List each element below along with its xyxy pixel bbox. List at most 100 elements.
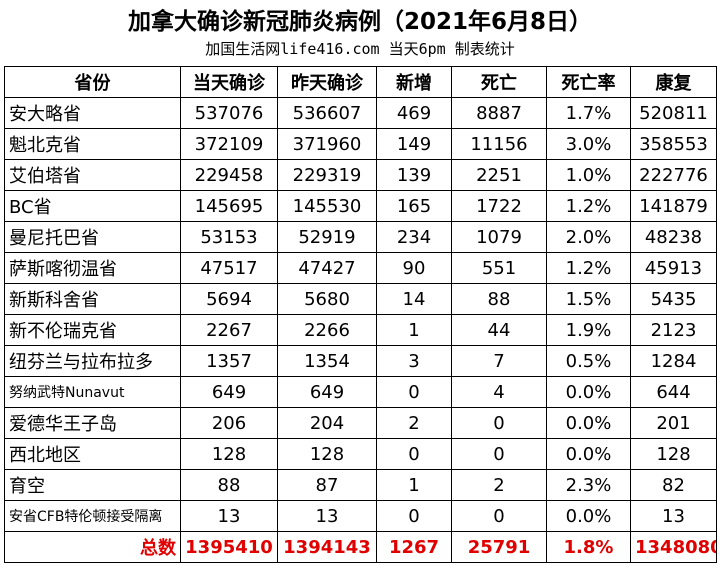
cell: 229458 xyxy=(180,159,278,191)
cell: 0 xyxy=(376,438,452,470)
cell: 5435 xyxy=(630,283,717,315)
cell: 87 xyxy=(277,469,377,501)
cell: 2123 xyxy=(630,314,717,346)
row-label: 萨斯喀彻温省 xyxy=(4,252,181,284)
cell: 47517 xyxy=(180,252,278,284)
cell: 13 xyxy=(180,500,278,532)
cell: 1.2% xyxy=(546,190,631,222)
table-row: 西北地区 128 128 0 0 0.0% 128 xyxy=(4,438,717,470)
cell: 372109 xyxy=(180,128,278,160)
cell: 139 xyxy=(376,159,452,191)
cell: 88 xyxy=(451,283,547,315)
cell: 128 xyxy=(277,438,377,470)
cell: 1.2% xyxy=(546,252,631,284)
table-row: 魁北克省 372109 371960 149 11156 3.0% 358553 xyxy=(4,128,717,160)
row-label: 总数 xyxy=(4,531,181,563)
cell: 5694 xyxy=(180,283,278,315)
cell: 2.3% xyxy=(546,469,631,501)
cell: 537076 xyxy=(180,97,278,129)
cell: 0.0% xyxy=(546,376,631,408)
table-row: 新不伦瑞克省 2267 2266 1 44 1.9% 2123 xyxy=(4,314,717,346)
cell: 0 xyxy=(451,438,547,470)
cell: 13 xyxy=(630,500,717,532)
cell: 11156 xyxy=(451,128,547,160)
cell: 0.0% xyxy=(546,500,631,532)
row-label: 安大略省 xyxy=(4,97,181,129)
header-row: 省份 当天确诊 昨天确诊 新增 死亡 死亡率 康复 xyxy=(4,66,717,98)
cell: 141879 xyxy=(630,190,717,222)
cell: 25791 xyxy=(451,531,547,563)
table-row: 新斯科舍省 5694 5680 14 88 1.5% 5435 xyxy=(4,283,717,315)
row-label: 艾伯塔省 xyxy=(4,159,181,191)
cell: 5680 xyxy=(277,283,377,315)
cell: 1 xyxy=(376,469,452,501)
cell: 371960 xyxy=(277,128,377,160)
cell: 2266 xyxy=(277,314,377,346)
cell: 206 xyxy=(180,407,278,439)
cell: 2 xyxy=(451,469,547,501)
table-row: 艾伯塔省 229458 229319 139 2251 1.0% 222776 xyxy=(4,159,717,191)
row-label: 魁北克省 xyxy=(4,128,181,160)
cell: 128 xyxy=(630,438,717,470)
cell: 1395410 xyxy=(180,531,278,563)
table-row: 曼尼托巴省 53153 52919 234 1079 2.0% 48238 xyxy=(4,221,717,253)
cell: 14 xyxy=(376,283,452,315)
cell: 145695 xyxy=(180,190,278,222)
cell: 0.0% xyxy=(546,407,631,439)
cell: 2 xyxy=(376,407,452,439)
cell: 47427 xyxy=(277,252,377,284)
row-label: 爱德华王子岛 xyxy=(4,407,181,439)
cell: 3.0% xyxy=(546,128,631,160)
cell: 204 xyxy=(277,407,377,439)
cell: 1079 xyxy=(451,221,547,253)
row-label: 新斯科舍省 xyxy=(4,283,181,315)
cell: 149 xyxy=(376,128,452,160)
cell: 1284 xyxy=(630,345,717,377)
row-label: 西北地区 xyxy=(4,438,181,470)
table-row: 纽芬兰与拉布拉多 1357 1354 3 7 0.5% 1284 xyxy=(4,345,717,377)
cell: 52919 xyxy=(277,221,377,253)
cell: 90 xyxy=(376,252,452,284)
cell: 1 xyxy=(376,314,452,346)
table-row: 安省CFB特伦顿接受隔离 13 13 0 0 0.0% 13 xyxy=(4,500,717,532)
cell: 7 xyxy=(451,345,547,377)
row-label: 安省CFB特伦顿接受隔离 xyxy=(4,500,181,532)
column-header: 死亡率 xyxy=(546,66,631,98)
cell: 1.8% xyxy=(546,531,631,563)
cell: 0 xyxy=(451,407,547,439)
column-header: 当天确诊 xyxy=(180,66,278,98)
cell: 128 xyxy=(180,438,278,470)
row-label: 育空 xyxy=(4,469,181,501)
cell: 1357 xyxy=(180,345,278,377)
cell: 222776 xyxy=(630,159,717,191)
cell: 2251 xyxy=(451,159,547,191)
cell: 53153 xyxy=(180,221,278,253)
cell: 536607 xyxy=(277,97,377,129)
cell: 0 xyxy=(451,500,547,532)
cell: 229319 xyxy=(277,159,377,191)
cell: 1722 xyxy=(451,190,547,222)
subtitle: 加国生活网life416.com 当天6pm 制表统计 xyxy=(205,40,515,58)
cell: 0 xyxy=(376,500,452,532)
column-header: 死亡 xyxy=(451,66,547,98)
table: 省份 当天确诊 昨天确诊 新增 死亡 死亡率 康复 安大略省 537076 536607 469 8… xyxy=(4,66,717,563)
cell: 649 xyxy=(180,376,278,408)
row-label: 曼尼托巴省 xyxy=(4,221,181,253)
cell: 45913 xyxy=(630,252,717,284)
cell: 8887 xyxy=(451,97,547,129)
cell: 145530 xyxy=(277,190,377,222)
column-header: 新增 xyxy=(376,66,452,98)
cell: 82 xyxy=(630,469,717,501)
cell: 1267 xyxy=(376,531,452,563)
cell: 88 xyxy=(180,469,278,501)
cell: 234 xyxy=(376,221,452,253)
column-header: 康复 xyxy=(630,66,717,98)
cell: 649 xyxy=(277,376,377,408)
cell: 1394143 xyxy=(277,531,377,563)
table-row: BC省 145695 145530 165 1722 1.2% 141879 xyxy=(4,190,717,222)
total-row: 总数 1395410 1394143 1267 25791 1.8% 1348080 xyxy=(4,531,717,563)
cell: 2267 xyxy=(180,314,278,346)
cell: 1348080 xyxy=(630,531,717,563)
table-row: 育空 88 87 1 2 2.3% 82 xyxy=(4,469,717,501)
